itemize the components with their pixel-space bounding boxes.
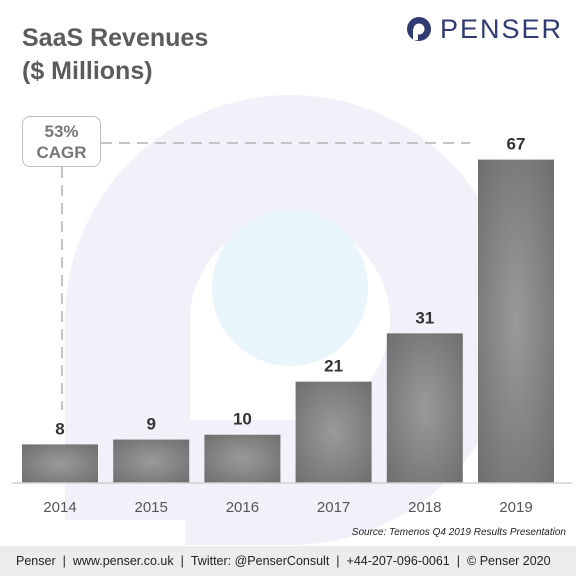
data-label-2014: 8 (55, 419, 64, 438)
data-label-2016: 10 (233, 410, 252, 429)
footer-separator: | (336, 554, 340, 568)
chart-title-line2: ($ Millions) (22, 57, 153, 85)
brand-name: PENSER (440, 13, 564, 44)
x-tick-label-2015: 2015 (135, 499, 168, 516)
bar-2016 (204, 434, 281, 483)
x-tick-label-2019: 2019 (499, 499, 532, 516)
footer-bar: Penser | www.penser.co.uk | Twitter: @Pe… (0, 546, 576, 576)
x-tick-label-2016: 2016 (226, 499, 259, 516)
penser-logo-icon (407, 17, 431, 41)
bar-2017 (295, 381, 372, 483)
footer-separator: | (180, 554, 184, 568)
cagr-label: CAGR (36, 142, 87, 162)
data-label-2018: 31 (415, 308, 434, 327)
footer-website[interactable]: www.penser.co.uk (72, 554, 174, 568)
footer-twitter[interactable]: Twitter: @PenserConsult (190, 554, 330, 568)
bar-2019 (478, 159, 554, 483)
bar-2018 (386, 333, 463, 483)
cagr-value: 53% (44, 121, 79, 141)
data-label-2017: 21 (324, 357, 343, 376)
source-note: Source: Temenos Q4 2019 Results Presenta… (351, 527, 566, 538)
bar-2014 (22, 444, 98, 483)
chart-title-line1: SaaS Revenues (22, 24, 209, 52)
x-tick-label-2014: 2014 (43, 499, 76, 516)
penser-logo: PENSER (406, 14, 563, 44)
x-tick-label-2018: 2018 (408, 499, 441, 516)
footer-phone: +44-207-096-0061 (346, 554, 450, 568)
footer-separator: | (456, 554, 461, 568)
x-tick-label-2017: 2017 (317, 499, 350, 516)
data-label-2015: 9 (146, 415, 155, 434)
data-label-2019: 67 (507, 135, 526, 154)
footer-copyright: © Penser 2020 (467, 554, 551, 568)
bar-2015 (113, 439, 190, 483)
footer-separator: | (62, 554, 66, 568)
chart-title: SaaS Revenues ($ Millions) (22, 22, 208, 88)
cagr-annotation: 53% CAGR (22, 116, 101, 167)
footer-company: Penser (16, 554, 56, 568)
